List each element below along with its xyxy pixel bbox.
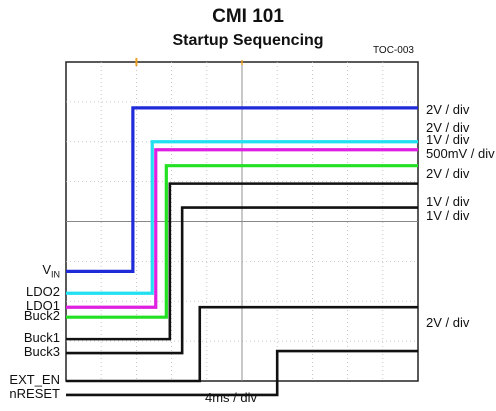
channel-label: VIN [42,262,60,280]
series-line-nreset [66,349,418,397]
chart-subtitle: Startup Sequencing [172,32,324,49]
scale-label: 2V / div [426,315,470,331]
scale-label: 1V / div [426,131,470,147]
series-line-buck3 [66,206,418,355]
channel-label-text: LDO1 [26,298,60,314]
scale-label: 2V / div [426,165,470,181]
scale-label: 500mV / div [426,145,495,161]
channel-label-text: EXT_EN [9,372,60,387]
scale-label: 1V / div [426,207,470,223]
series-line-ldo1 [66,148,418,309]
chart-title: CMI 101 [212,6,284,27]
channel-label: Buck3 [24,344,60,359]
channel-label: nRESET [9,386,60,401]
channel-label-text: nRESET [9,385,60,401]
channel-label: LDO1 [26,298,60,313]
series-line-vin [66,106,418,273]
series-line-buck2 [66,164,418,319]
scale-label: 1V / div [426,193,470,209]
scale-label: 2V / div [426,101,470,117]
channel-label: Buck1 [24,330,60,345]
channel-label-text: V [42,262,51,278]
series-line-ext_en [66,305,418,383]
channel-label: EXT_EN [9,372,60,387]
channel-label-text: Buck3 [23,344,60,360]
scale-label: 2V / div [426,119,470,135]
x-axis-label: 4ms / div [205,390,258,405]
channel-label: LDO2 [26,284,60,299]
channel-label: Buck2 [24,308,60,323]
channel-label-text: Buck1 [23,330,60,346]
channel-label-text: LDO2 [26,284,60,300]
channel-label-sub: IN [51,269,60,280]
figure-id: TOC-003 [373,45,414,56]
channel-label-text: Buck2 [23,308,60,324]
series-line-buck1 [66,182,418,341]
series-line-ldo2 [66,140,418,295]
